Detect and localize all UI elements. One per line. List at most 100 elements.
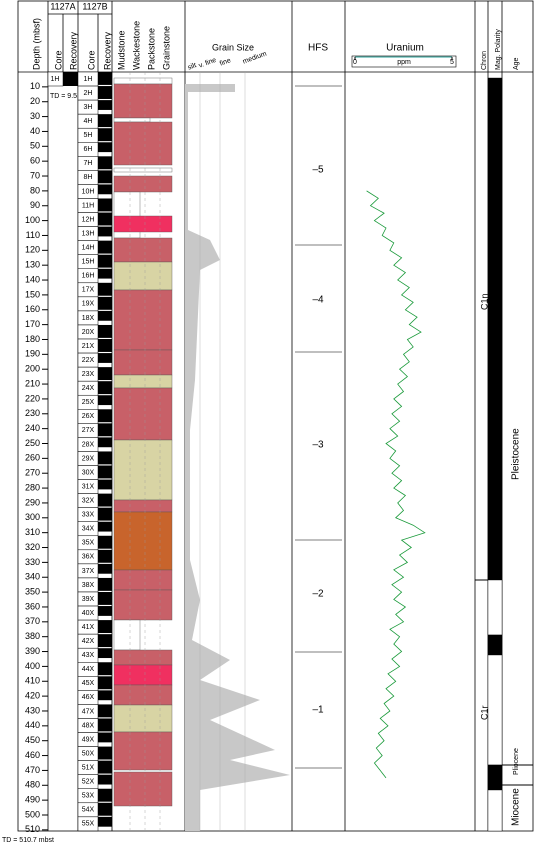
depth-tick-label: 470 [25, 765, 40, 775]
core-label: 52X [82, 779, 95, 786]
scale-unit: ppm [397, 59, 411, 66]
depth-tick-label: 500 [25, 809, 40, 819]
recovery [98, 606, 112, 616]
core-label: 10H [82, 188, 95, 195]
depth-tick-label: 230 [25, 408, 40, 418]
core-label: 36X [82, 554, 95, 561]
scale-tick-label: 0 [353, 59, 357, 66]
recovery [98, 395, 112, 406]
hfs-label: –4 [312, 295, 324, 306]
column-title: HFS [308, 43, 328, 54]
td-note: TD = 510.7 mbst [2, 837, 54, 844]
core-label: 42X [82, 638, 95, 645]
recovery [98, 198, 112, 212]
grain-class: medium [242, 50, 268, 65]
depth-tick-label: 100 [25, 215, 40, 225]
core-label: 40X [82, 610, 95, 617]
core-label: 37X [82, 568, 95, 575]
polarity-band [487, 634, 503, 656]
depth-tick-label: 390 [25, 646, 40, 656]
depth-tick-label: 330 [25, 557, 40, 567]
depth-tick-label: 160 [25, 304, 40, 314]
recovery [98, 226, 112, 237]
core-label: 39X [82, 596, 95, 603]
recovery [98, 296, 112, 310]
core-label: 13H [82, 230, 95, 237]
recovery [98, 774, 112, 785]
depth-tick-label: 250 [25, 438, 40, 448]
core-label: 29X [82, 455, 95, 462]
recovery [98, 156, 112, 170]
depth-tick-label: 220 [25, 393, 40, 403]
depth-tick-label: 140 [25, 274, 40, 284]
depth-tick-label: 400 [25, 661, 40, 671]
lithology-bed [113, 589, 173, 621]
depth-tick-label: 240 [25, 423, 40, 433]
depth-tick-label: 10 [30, 81, 40, 91]
hfs-label: –5 [312, 165, 324, 176]
core-label: 4H [84, 118, 93, 125]
recovery [98, 268, 112, 279]
td-note: TD = 9.5 mbst [50, 93, 94, 100]
depth-label: Depth (mbsf) [31, 18, 41, 70]
depth-tick-label: 30 [30, 111, 40, 121]
core-label: 25X [82, 399, 95, 406]
recovery [98, 802, 112, 816]
recovery [98, 114, 112, 128]
lithology-bed [113, 237, 173, 263]
column-label: Core [86, 50, 96, 70]
core-label: 21X [82, 343, 95, 350]
core-label: 45X [82, 680, 95, 687]
core-label: 30X [82, 469, 95, 476]
core-label: 18X [82, 315, 95, 322]
depth-tick-label: 360 [25, 601, 40, 611]
core-label: 2H [84, 90, 93, 97]
chron-label: C1r [479, 705, 489, 720]
lithology-label: Packstone [146, 28, 156, 70]
recovery [63, 72, 78, 86]
recovery [98, 788, 112, 802]
recovery [98, 662, 112, 676]
core-label: 48X [82, 722, 95, 729]
recovery [98, 353, 112, 363]
depth-tick-label: 450 [25, 735, 40, 745]
recovery [98, 549, 112, 563]
core-label: 51X [82, 765, 95, 772]
core-label: 8H [84, 174, 93, 181]
lithology-bed [113, 349, 173, 376]
lithology-bed [113, 117, 151, 123]
column-label: Core [53, 50, 63, 70]
recovery [98, 704, 112, 718]
column-label: Chron [481, 51, 488, 70]
recovery [98, 816, 112, 827]
polarity-band [487, 579, 503, 636]
hfs-label: –3 [312, 440, 324, 451]
polarity-band [487, 764, 503, 791]
depth-tick-label: 80 [30, 185, 40, 195]
core-label: 49X [82, 736, 95, 743]
core-label: 44X [82, 666, 95, 673]
recovery [98, 282, 112, 296]
core-label: 32X [82, 497, 95, 504]
age-label: Pliocene [513, 748, 520, 775]
core-label: 20X [82, 329, 95, 336]
core-label: 14H [82, 245, 95, 252]
recovery [98, 451, 112, 465]
recovery [98, 240, 112, 254]
lithology-bed [113, 121, 173, 166]
scale-tick-label: 5 [450, 59, 454, 66]
recovery [98, 367, 112, 381]
grain-class: silt [187, 62, 197, 72]
column-label: Age [513, 57, 520, 70]
depth-tick-label: 180 [25, 334, 40, 344]
polarity-band [487, 654, 503, 766]
recovery [98, 465, 112, 479]
site-label: 1127A [50, 1, 75, 11]
recovery [98, 212, 112, 226]
lithology-label: Mudstone [116, 30, 126, 70]
depth-tick-label: 510 [25, 824, 40, 834]
depth-tick-label: 40 [30, 126, 40, 136]
lithology-bed [113, 215, 173, 233]
core-label: 26X [82, 413, 95, 420]
core-label: 1H [51, 76, 60, 83]
